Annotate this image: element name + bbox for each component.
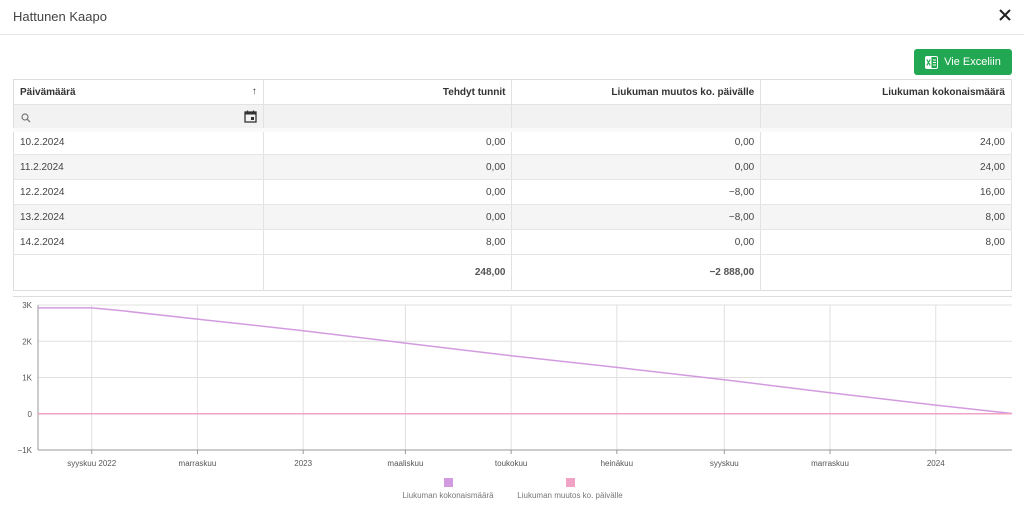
total-date-cell: [13, 254, 264, 291]
total-change-cell: −2 888,00: [511, 254, 762, 291]
legend-item-change[interactable]: Liukuman muutos ko. päivälle: [504, 478, 636, 500]
date-cell: 12.2.2024: [13, 179, 264, 205]
table-row[interactable]: 12.2.2024 0,00 −8,00 16,00: [13, 179, 1012, 205]
total-filter-cell[interactable]: [760, 104, 1012, 132]
hours-cell: 0,00: [263, 204, 513, 230]
change-cell: 0,00: [511, 154, 762, 180]
table-row[interactable]: 13.2.2024 0,00 −8,00 8,00: [13, 204, 1012, 230]
column-header-date-label: Päivämäärä: [20, 86, 76, 98]
date-cell: 14.2.2024: [13, 229, 264, 255]
window-title: Hattunen Kaapo: [13, 9, 107, 24]
legend-label-total: Liukuman kokonaismäärä: [402, 491, 494, 500]
search-icon: [21, 113, 31, 123]
filter-row: [13, 104, 1012, 132]
hours-cell: 0,00: [263, 154, 513, 180]
date-filter-cell[interactable]: [13, 104, 264, 132]
change-cell: −8,00: [511, 204, 762, 230]
header-row: Päivämäärä ↑ Tehdyt tunnit Liukuman muut…: [13, 79, 1012, 105]
calendar-icon[interactable]: [244, 110, 257, 123]
excel-icon: [925, 55, 939, 69]
legend-swatch-change: [565, 478, 575, 487]
change-cell: −8,00: [511, 179, 762, 205]
data-grid: Päivämäärä ↑ Tehdyt tunnit Liukuman muut…: [13, 79, 1012, 291]
change-filter-cell[interactable]: [511, 104, 762, 132]
total-total-cell: [760, 254, 1012, 291]
date-cell: 10.2.2024: [13, 129, 264, 155]
change-cell: 0,00: [511, 129, 762, 155]
column-header-daily-change[interactable]: Liukuman muutos ko. päivälle: [511, 79, 762, 105]
total-cell: 8,00: [760, 204, 1012, 230]
total-cell: 16,00: [760, 179, 1012, 205]
hours-cell: 0,00: [263, 129, 513, 155]
column-header-date[interactable]: Päivämäärä ↑: [13, 79, 264, 105]
totals-row: 248,00 −2 888,00: [13, 254, 1012, 291]
total-cell: 8,00: [760, 229, 1012, 255]
table-row[interactable]: 10.2.2024 0,00 0,00 24,00: [13, 129, 1012, 155]
hours-filter-cell[interactable]: [263, 104, 513, 132]
change-cell: 0,00: [511, 229, 762, 255]
hours-cell: 0,00: [263, 179, 513, 205]
date-cell: 11.2.2024: [13, 154, 264, 180]
hours-cell: 8,00: [263, 229, 513, 255]
legend-label-change: Liukuman muutos ko. päivälle: [517, 491, 623, 500]
column-header-hours[interactable]: Tehdyt tunnit: [263, 79, 513, 105]
sort-asc-icon[interactable]: ↑: [251, 86, 257, 97]
total-cell: 24,00: [760, 154, 1012, 180]
legend-swatch-total: [443, 478, 453, 487]
close-icon[interactable]: [996, 6, 1014, 24]
export-excel-button[interactable]: Vie Exceliin: [914, 49, 1012, 75]
chart-area: [13, 296, 1012, 507]
total-cell: 24,00: [760, 129, 1012, 155]
table-row[interactable]: 11.2.2024 0,00 0,00 24,00: [13, 154, 1012, 180]
window-header: Hattunen Kaapo: [0, 0, 1024, 35]
total-hours-cell: 248,00: [263, 254, 513, 291]
date-cell: 13.2.2024: [13, 204, 264, 230]
table-row[interactable]: 14.2.2024 8,00 0,00 8,00: [13, 229, 1012, 255]
column-header-total[interactable]: Liukuman kokonaismäärä: [760, 79, 1012, 105]
legend-item-total[interactable]: Liukuman kokonaismäärä: [386, 478, 510, 500]
export-excel-label: Vie Exceliin: [944, 56, 1001, 68]
